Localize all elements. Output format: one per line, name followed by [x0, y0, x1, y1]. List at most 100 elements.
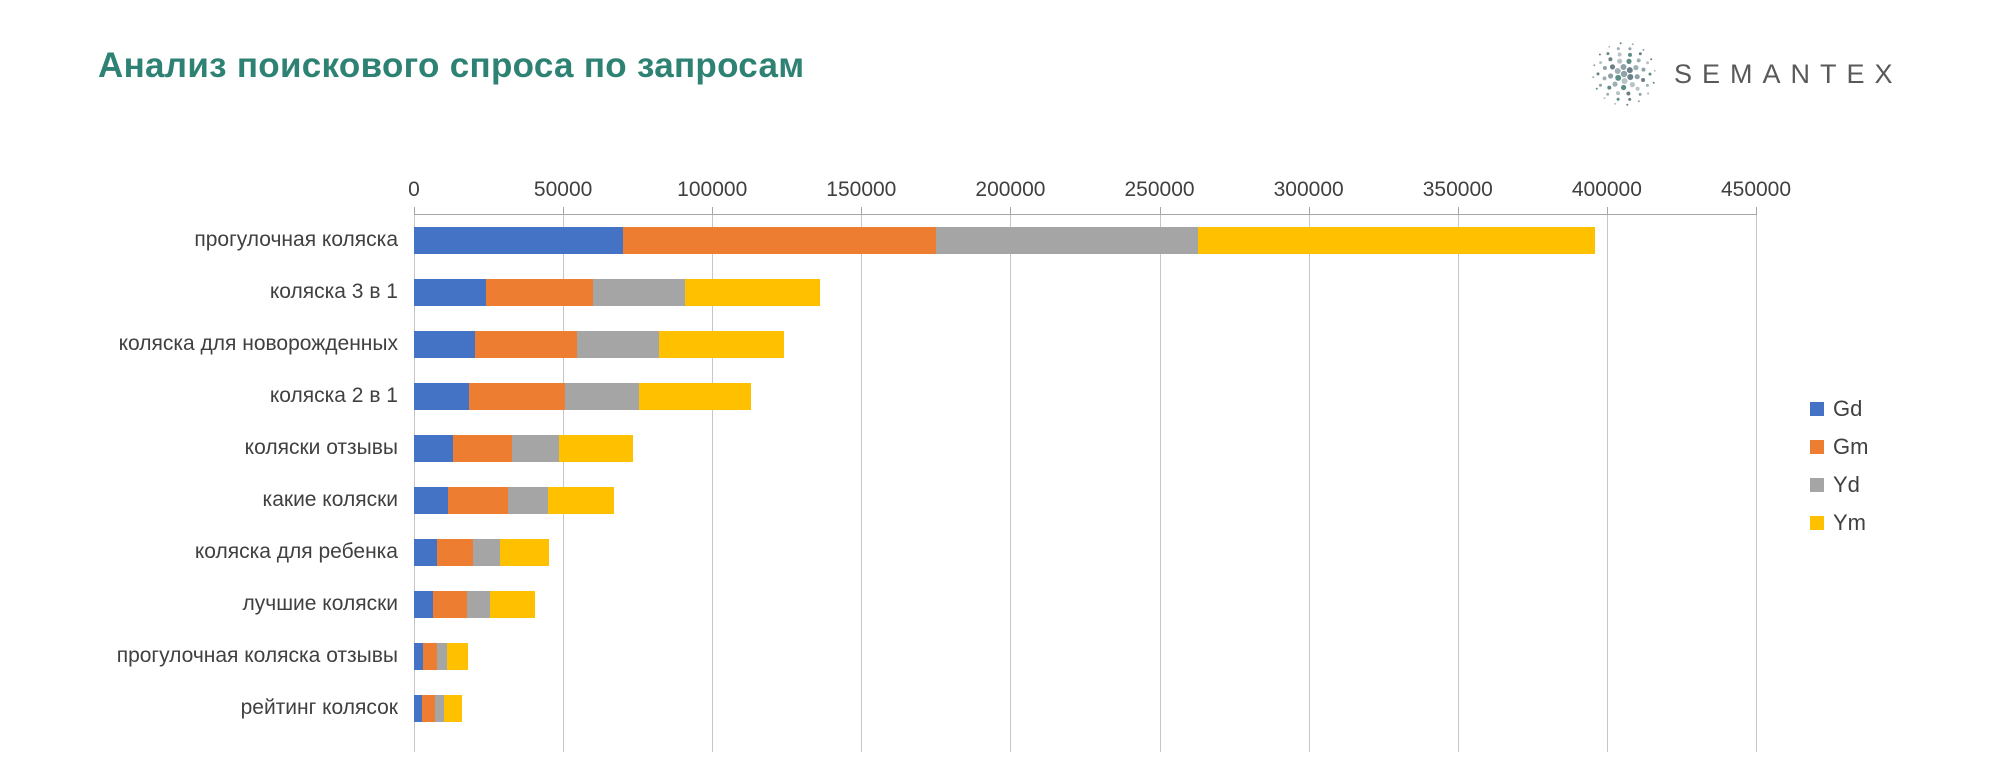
x-tick-label: 0	[408, 178, 420, 201]
bar-segment-yd	[564, 382, 640, 410]
legend-swatch	[1810, 478, 1824, 492]
legend-item-gd: Gd	[1810, 390, 1868, 428]
bar-segment-gd	[414, 278, 486, 306]
legend-item-gm: Gm	[1810, 428, 1868, 466]
x-tick-label: 50000	[533, 178, 593, 201]
bar-segment-gm	[452, 434, 513, 462]
x-tick-label: 200000	[975, 178, 1046, 201]
bar-segment-gm	[469, 382, 565, 410]
bar-segment-ym	[444, 694, 463, 722]
bar-segment-gm	[422, 694, 436, 722]
axis-tick	[1010, 207, 1012, 215]
gridline	[1457, 215, 1459, 752]
legend-label: Gm	[1833, 434, 1869, 459]
axis-tick	[1756, 207, 1757, 215]
bar-row: коляска для новорожденных	[94, 318, 1756, 370]
legend-swatch	[1810, 402, 1824, 416]
stacked-bar-chart: 0 50000 100000 150000 200000 250000 300000 3500…	[94, 172, 1791, 752]
gridline	[1756, 215, 1757, 752]
semantex-logo: SEMANTEX	[1588, 38, 1903, 110]
bar-segment-yd	[435, 694, 445, 722]
gridline	[1010, 215, 1012, 752]
legend-label: Ym	[1833, 510, 1866, 535]
axis-tick	[1606, 207, 1608, 215]
bar-segment-ym	[558, 434, 634, 462]
legend-swatch	[1810, 516, 1824, 530]
bar-row: прогулочная коляска отзывы	[94, 630, 1756, 682]
bar-segment-yd	[436, 642, 448, 670]
bar-segment-gd	[414, 694, 423, 722]
semantex-logo-icon	[1592, 42, 1656, 106]
bar-segment-gd	[414, 226, 623, 254]
bar-segment-gd	[414, 590, 434, 618]
bar-row: коляска 3 в 1	[94, 266, 1756, 318]
gridline	[414, 215, 415, 752]
stacked-bar	[414, 278, 1756, 306]
bar-segment-ym	[499, 538, 549, 566]
bar-segment-gd	[414, 642, 423, 670]
bar-segment-yd	[935, 226, 1199, 254]
axis-tick	[414, 207, 415, 215]
stacked-bar	[414, 694, 1756, 722]
bar-segment-gm	[436, 538, 473, 566]
category-label: прогулочная коляска отзывы	[116, 644, 398, 667]
bar-segment-gd	[414, 486, 449, 514]
bar-row: коляска для ребенка	[94, 526, 1756, 578]
bar-row: рейтинг колясок	[94, 682, 1756, 734]
bar-segment-ym	[685, 278, 820, 306]
gridline	[712, 215, 714, 752]
plot-area: прогулочная коляска коляска 3 в 1 коляска …	[94, 207, 1757, 752]
bar-segment-yd	[472, 538, 500, 566]
bar-segment-gm	[422, 642, 437, 670]
category-label: коляска 3 в 1	[269, 280, 398, 303]
category-label: коляска 2 в 1	[269, 384, 398, 407]
legend-item-yd: Yd	[1810, 466, 1868, 504]
category-label: какие коляски	[262, 488, 398, 511]
stacked-bar	[414, 642, 1756, 670]
gridline	[1159, 215, 1161, 752]
gridline	[861, 215, 863, 752]
axis-tick	[712, 207, 714, 215]
bar-row: прогулочная коляска	[94, 214, 1756, 266]
bar-segment-gd	[414, 330, 476, 358]
page-title: Анализ поискового спроса по запросам	[98, 46, 805, 85]
bar-row: лучшие коляски	[94, 578, 1756, 630]
legend-label: Gd	[1833, 396, 1863, 421]
gridline	[1606, 215, 1608, 752]
x-tick-label: 450000	[1720, 178, 1792, 201]
category-label: коляска для новорожденных	[118, 332, 398, 355]
stacked-bar	[414, 486, 1756, 514]
bar-row: какие коляски	[94, 474, 1756, 526]
category-label: коляска для ребенка	[194, 540, 398, 563]
stacked-bar	[414, 226, 1756, 254]
legend-swatch	[1810, 440, 1824, 454]
bar-segment-gm	[475, 330, 577, 358]
legend-item-ym: Ym	[1810, 504, 1868, 542]
stacked-bar	[414, 330, 1756, 358]
x-tick-label: 350000	[1422, 178, 1493, 201]
gridline	[563, 215, 565, 752]
semantex-logo-text: SEMANTEX	[1674, 58, 1903, 89]
bar-segment-gd	[414, 434, 453, 462]
gridlines	[414, 207, 1757, 752]
axis-tick	[861, 207, 863, 215]
legend-label: Yd	[1833, 472, 1860, 497]
bar-segment-gm	[433, 590, 468, 618]
category-label: прогулочная коляска	[194, 228, 398, 251]
x-tick-label: 100000	[677, 178, 748, 201]
stacked-bar	[414, 590, 1756, 618]
axis-tick	[1308, 207, 1310, 215]
bar-segment-gd	[414, 538, 437, 566]
chart-legend: Gd Gm Yd Ym	[1810, 390, 1868, 542]
axis-tick	[1159, 207, 1161, 215]
bar-segment-gm	[485, 278, 593, 306]
bar-segment-gm	[448, 486, 508, 514]
bar-segment-gm	[622, 226, 936, 254]
category-label: коляски отзывы	[244, 436, 398, 459]
x-tick-label: 250000	[1124, 178, 1195, 201]
x-tick-label: 150000	[826, 178, 897, 201]
bar-segment-yd	[576, 330, 659, 358]
bar-segment-ym	[658, 330, 784, 358]
bar-row: коляска 2 в 1	[94, 370, 1756, 422]
bar-segment-ym	[548, 486, 614, 514]
